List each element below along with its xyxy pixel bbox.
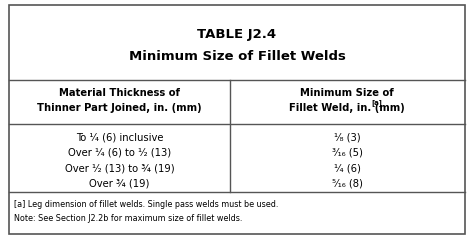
- Text: [a] Leg dimension of fillet welds. Single pass welds must be used.: [a] Leg dimension of fillet welds. Singl…: [14, 200, 279, 209]
- Text: ³⁄₁₆ (5): ³⁄₁₆ (5): [332, 148, 363, 158]
- Text: Minimum Size of Fillet Welds: Minimum Size of Fillet Welds: [128, 50, 346, 63]
- Text: Over ¹⁄₄ (6) to ¹⁄₂ (13): Over ¹⁄₄ (6) to ¹⁄₂ (13): [68, 148, 171, 158]
- Text: To ¹⁄₄ (6) inclusive: To ¹⁄₄ (6) inclusive: [76, 132, 164, 142]
- Text: [a]: [a]: [371, 99, 382, 106]
- Text: TABLE J2.4: TABLE J2.4: [198, 28, 276, 41]
- Text: Note: See Section J2.2b for maximum size of fillet welds.: Note: See Section J2.2b for maximum size…: [14, 214, 243, 223]
- Text: ¹⁄₈ (3): ¹⁄₈ (3): [334, 132, 361, 142]
- Text: Over ¾ (19): Over ¾ (19): [90, 179, 150, 189]
- Text: Over ¹⁄₂ (13) to ¾ (19): Over ¹⁄₂ (13) to ¾ (19): [65, 163, 174, 174]
- Text: Fillet Weld, in. (mm): Fillet Weld, in. (mm): [289, 103, 405, 113]
- Text: Thinner Part Joined, in. (mm): Thinner Part Joined, in. (mm): [37, 103, 202, 113]
- Text: Material Thickness of: Material Thickness of: [59, 88, 180, 98]
- Text: ¹⁄₄ (6): ¹⁄₄ (6): [334, 163, 361, 174]
- Text: Minimum Size of: Minimum Size of: [301, 88, 394, 98]
- Text: ⁵⁄₁₆ (8): ⁵⁄₁₆ (8): [332, 179, 363, 189]
